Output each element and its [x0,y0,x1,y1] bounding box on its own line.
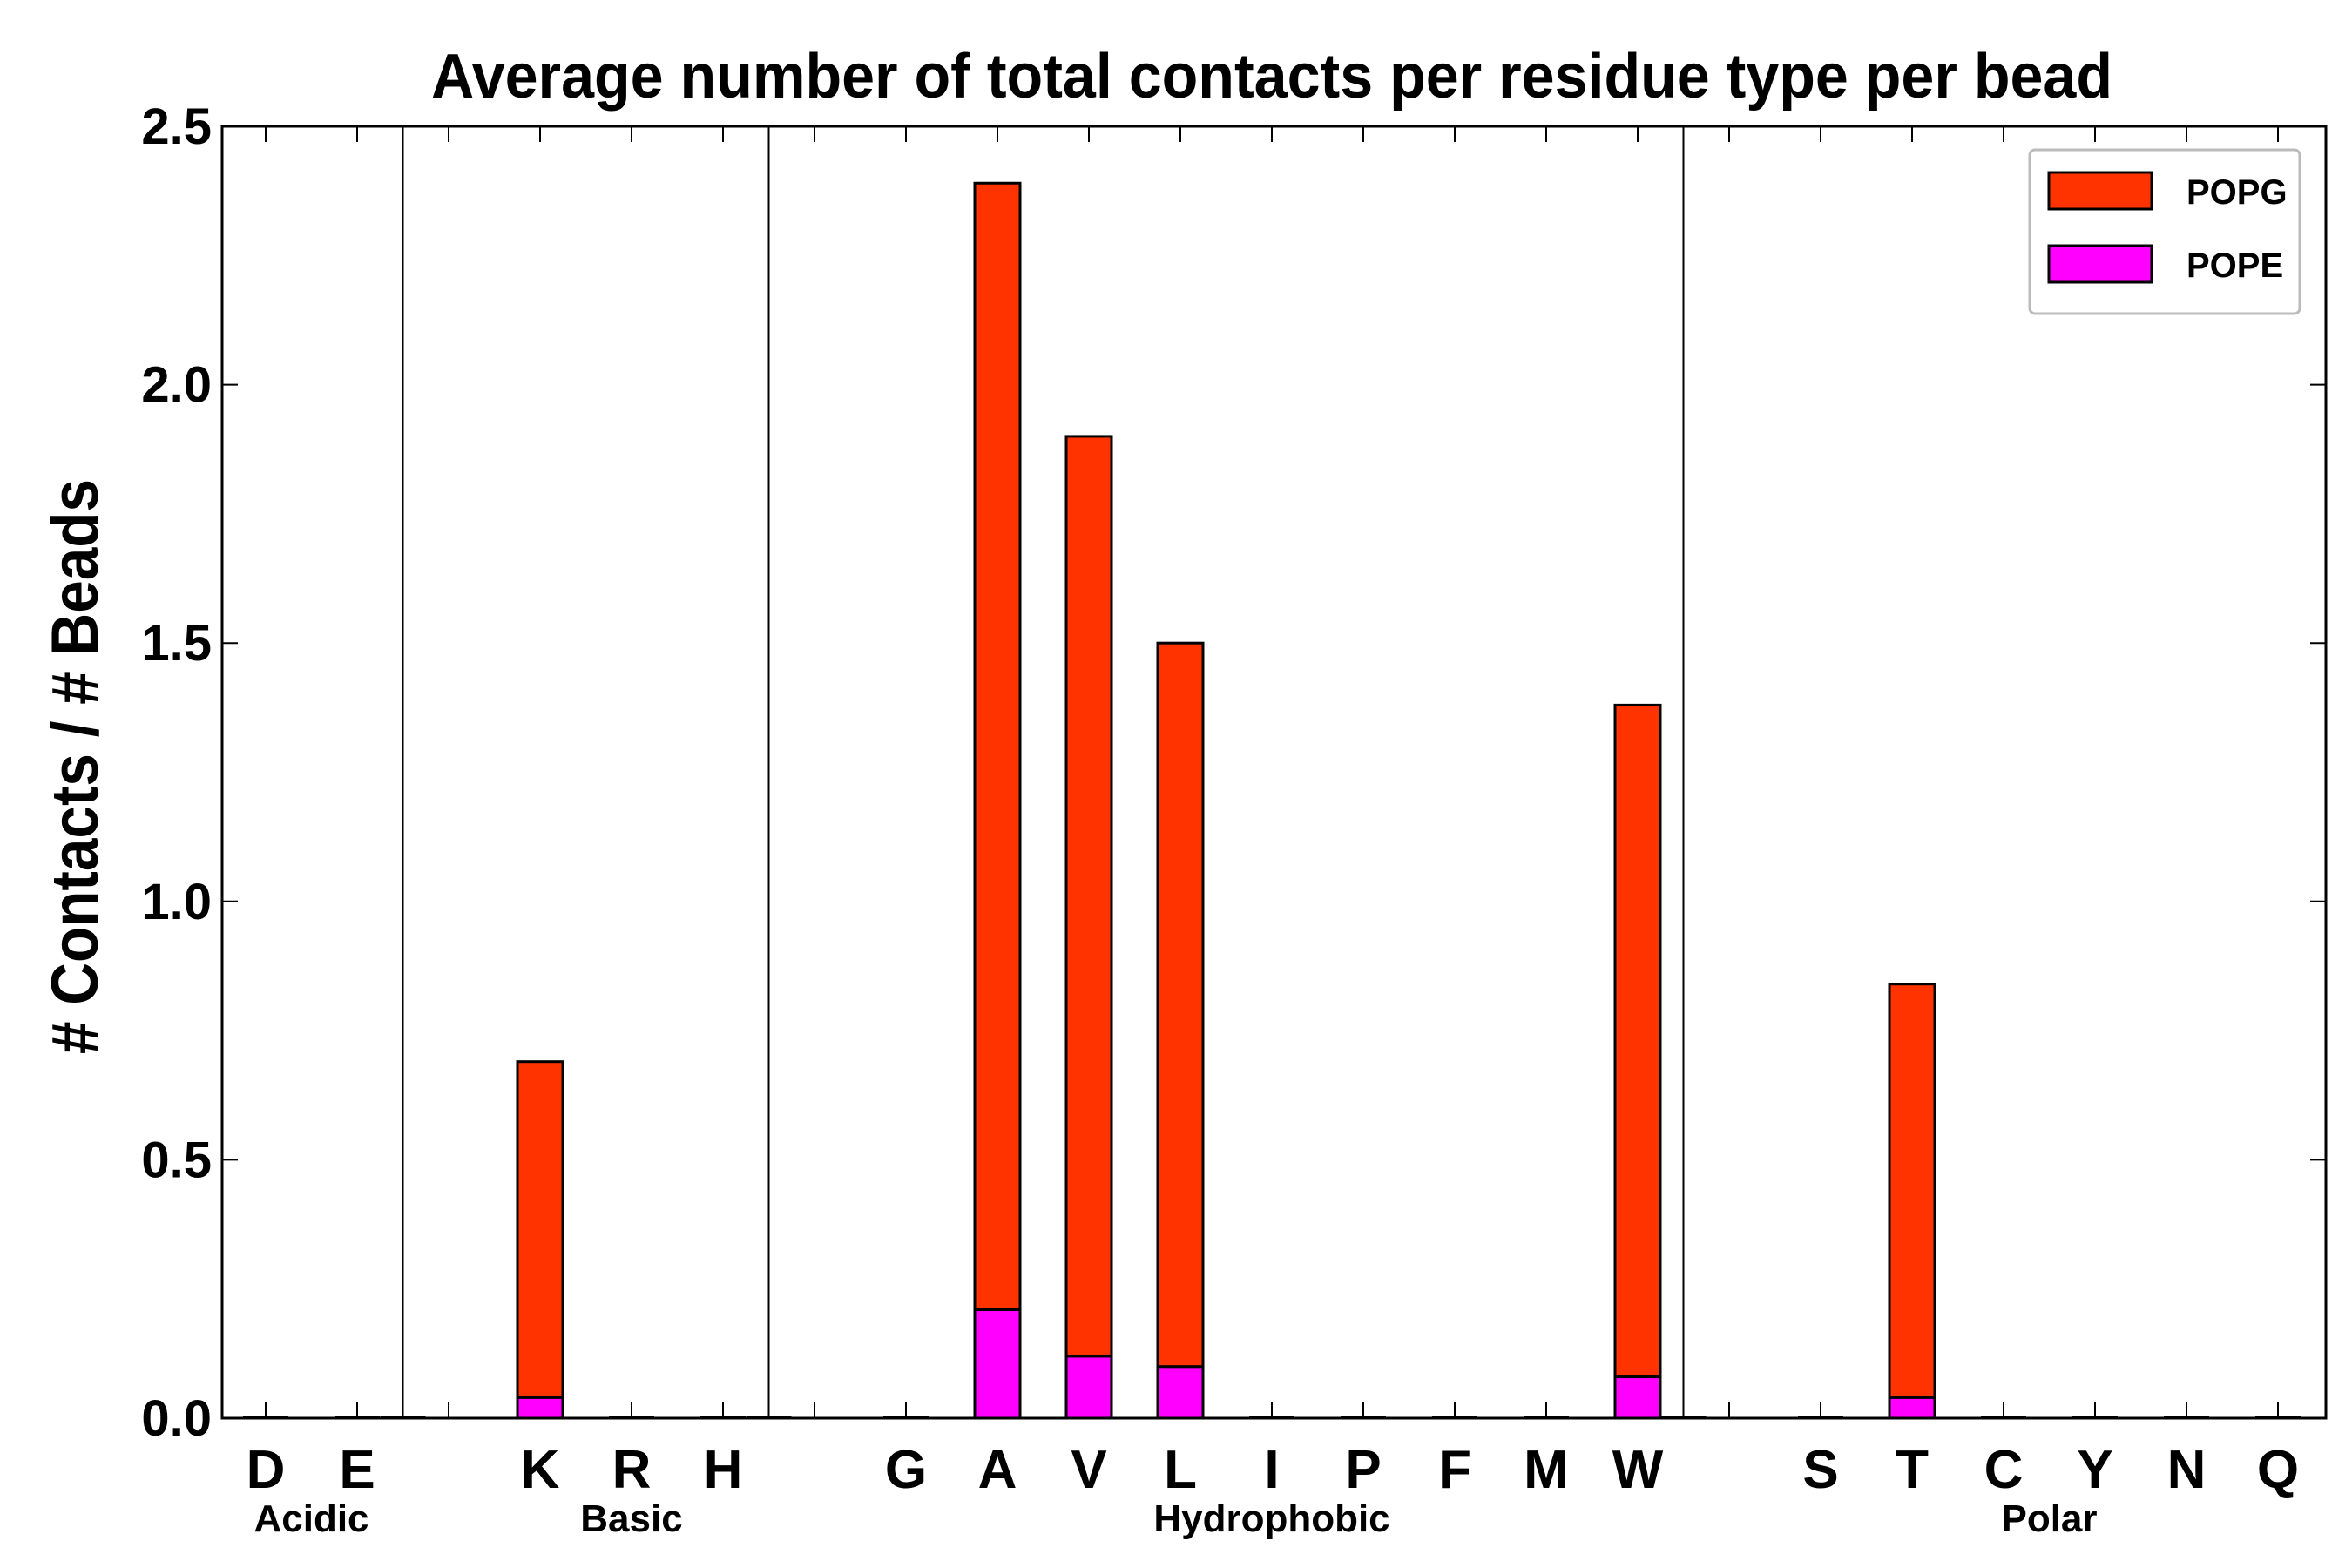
x-tick-label-P: P [1345,1440,1381,1500]
legend-label-popg: POPG [2186,173,2288,212]
x-tick-label-D: D [247,1440,286,1500]
y-tick-label: 1.5 [141,615,212,672]
x-tick-label-V: V [1071,1440,1106,1500]
y-tick-label: 2.5 [141,98,212,155]
y-tick-label: 0.5 [141,1132,212,1188]
bar-pope-K [516,1396,564,1420]
x-tick-label-L: L [1164,1440,1197,1500]
bar-popg-A [973,181,1022,1311]
x-tick-label-Q: Q [2257,1440,2299,1500]
x-tick-label-G: G [885,1440,927,1500]
x-tick-label-R: R [612,1440,652,1500]
axes-frame [220,125,2328,1420]
x-tick-label-S: S [1802,1440,1838,1500]
x-tick-label-K: K [521,1440,560,1500]
legend-swatch-pope [2047,244,2153,284]
legend-label-pope: POPE [2186,247,2283,285]
group-label-acidic: Acidic [253,1497,368,1540]
x-tick-label-N: N [2167,1440,2207,1500]
x-tick-label-I: I [1264,1440,1279,1500]
bar-popg-K [516,1060,564,1399]
bar-popg-W [1613,703,1662,1379]
y-tick-label: 0.0 [141,1390,212,1447]
bar-pope-T [1888,1396,1936,1420]
group-label-basic: Basic [580,1497,682,1540]
group-label-hydrophobic: Hydrophobic [1153,1497,1389,1540]
x-tick-label-E: E [339,1440,375,1500]
bar-popg-V [1064,435,1113,1358]
bar-pope-W [1613,1375,1662,1420]
x-tick-label-H: H [704,1440,743,1500]
y-tick-label: 2.0 [141,357,212,414]
x-tick-label-C: C [1984,1440,2024,1500]
bar-popg-T [1888,983,1936,1399]
chart-title: Average number of total contacts per res… [431,42,2112,112]
x-tick-label-F: F [1438,1440,1471,1500]
bar-pope-A [973,1308,1022,1420]
x-tick-label-Y: Y [2077,1440,2112,1500]
group-label-polar: Polar [2001,1497,2097,1540]
y-tick-label: 1.0 [141,874,212,930]
y-axis-label: # Contacts / # Beads [38,479,112,1054]
x-tick-label-M: M [1524,1440,1569,1500]
x-tick-label-A: A [978,1440,1017,1500]
plot-area: 0.0 0.5 1.0 1.5 2.0 2.5 D E K R H G A V L I P F M W S T C Y N Q Ac… [141,98,2328,1540]
bar-pope-L [1156,1365,1205,1420]
x-tick-label-W: W [1612,1440,1664,1500]
legend-swatch-popg [2047,171,2153,211]
bar-pope-V [1064,1355,1113,1420]
x-tick-label-T: T [1896,1440,1929,1500]
bar-popg-L [1156,641,1205,1369]
